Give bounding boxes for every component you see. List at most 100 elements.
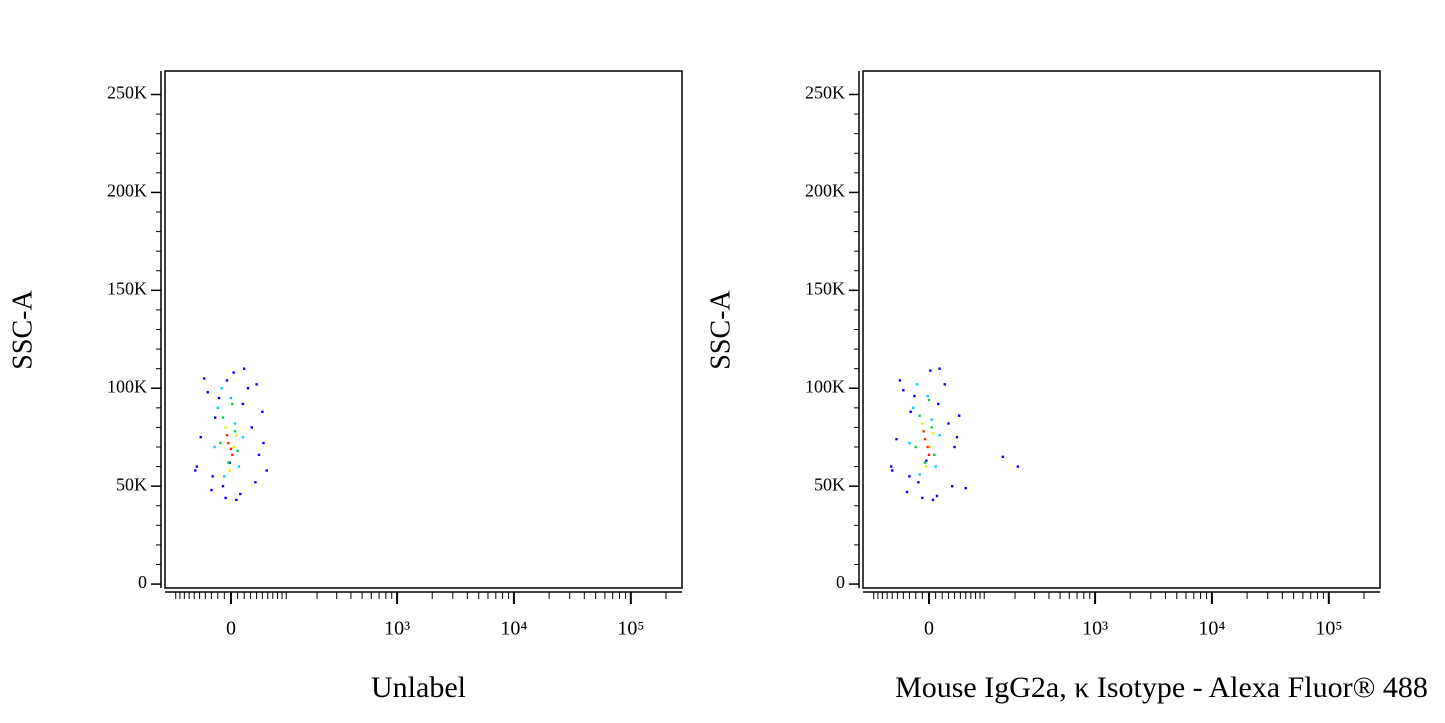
data-point (1016, 465, 1020, 468)
data-point (935, 494, 939, 498)
data-point (231, 402, 234, 406)
data-point (246, 387, 250, 390)
data-point (235, 434, 238, 437)
data-point (909, 410, 912, 413)
data-point (210, 488, 213, 492)
data-point (225, 379, 229, 382)
y-tick-label: 200K (107, 181, 147, 201)
data-point (926, 394, 929, 398)
data-point (908, 475, 911, 478)
data-point (911, 406, 915, 410)
data-point (235, 498, 238, 502)
data-point (929, 369, 932, 372)
y-tick-label: 250K (107, 83, 147, 103)
y-tick-label: 250K (805, 83, 845, 103)
data-point (947, 422, 950, 425)
x-tick-label: 10⁵ (1315, 618, 1342, 640)
data-point (902, 389, 905, 392)
data-point (921, 422, 924, 425)
data-point (255, 383, 258, 386)
x-axis-title: Unlabel (371, 671, 466, 704)
data-point (934, 465, 937, 468)
data-point (1001, 455, 1005, 458)
data-point (202, 377, 206, 380)
data-point (223, 475, 226, 478)
data-point (228, 461, 231, 464)
data-point (955, 436, 959, 439)
y-tick-label: 100K (805, 376, 845, 396)
plot-frame (164, 70, 683, 589)
data-point (964, 486, 967, 490)
data-point (943, 383, 946, 386)
data-point (926, 445, 929, 449)
data-point (938, 434, 941, 437)
data-point (923, 461, 927, 464)
data-point (913, 394, 916, 398)
data-point (929, 445, 932, 449)
y-tick-label: 0 (836, 572, 845, 592)
data-point (232, 371, 235, 374)
data-point (228, 469, 231, 472)
x-axis-title: Mouse IgG2a, κ Isotype - Alexa Fluor® 48… (895, 671, 1428, 704)
data-point (250, 426, 253, 429)
data-point (938, 367, 941, 370)
data-point (225, 434, 229, 437)
data-point (194, 469, 197, 472)
data-point (233, 422, 237, 425)
data-point (915, 383, 919, 386)
data-point (195, 465, 199, 468)
data-point (217, 396, 221, 400)
data-point (219, 441, 222, 445)
data-point (211, 475, 214, 478)
data-point (220, 387, 223, 390)
data-point (213, 416, 217, 419)
data-point (918, 414, 921, 417)
data-point (206, 390, 209, 394)
data-point (917, 481, 920, 484)
data-point (890, 469, 894, 472)
data-point (937, 402, 940, 406)
x-tick-label: 0 (924, 618, 934, 640)
data-point (237, 465, 241, 468)
data-point (922, 430, 925, 433)
y-axis-title: SSC-A (7, 290, 38, 370)
data-point (242, 367, 246, 370)
y-tick-label: 50K (116, 474, 147, 494)
data-point (199, 436, 202, 439)
data-point (905, 490, 909, 494)
x-tick-label: 10³ (1082, 618, 1108, 640)
data-point (224, 426, 227, 429)
data-point (257, 453, 261, 457)
y-tick-label: 150K (805, 278, 845, 298)
data-point (931, 432, 935, 435)
y-tick-label: 150K (107, 278, 147, 298)
data-point (265, 469, 268, 472)
data-point (927, 398, 931, 402)
data-point (227, 441, 230, 445)
data-point (918, 473, 921, 476)
data-point (227, 461, 230, 464)
data-point (261, 410, 264, 413)
data-point (231, 453, 234, 457)
y-tick-label: 0 (138, 572, 147, 592)
y-tick-label: 50K (814, 474, 845, 494)
data-point (933, 453, 936, 457)
plot-frame (862, 70, 1381, 589)
data-point (923, 437, 927, 441)
data-point (925, 465, 928, 468)
data-point (958, 414, 961, 417)
data-point (232, 445, 235, 449)
x-tick-label: 10⁴ (500, 618, 527, 640)
x-tick-label: 10⁵ (617, 618, 644, 640)
data-point (925, 459, 928, 462)
data-point (953, 445, 956, 449)
x-tick-label: 0 (226, 618, 236, 640)
data-point (221, 416, 225, 419)
data-point (216, 406, 219, 410)
data-point (229, 396, 233, 400)
data-point (951, 484, 954, 488)
data-point (931, 498, 935, 502)
x-tick-label: 10³ (384, 618, 410, 640)
